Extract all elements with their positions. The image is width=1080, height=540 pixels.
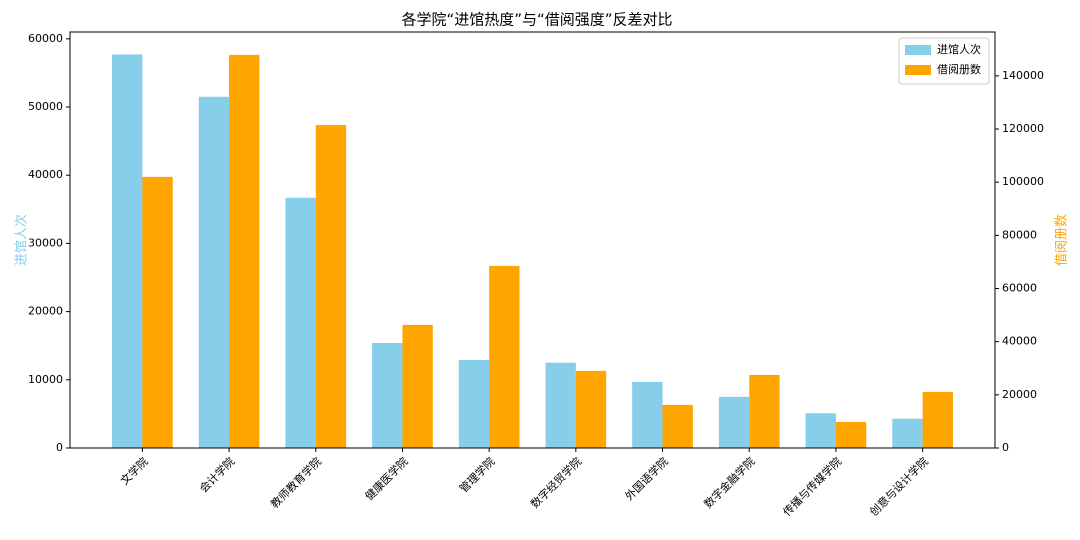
bar (545, 362, 576, 448)
legend-label: 借阅册数 (937, 63, 981, 76)
legend-swatch (905, 45, 931, 55)
bar (372, 342, 403, 448)
bar (892, 418, 923, 448)
y2-tick-label: 140000 (1002, 69, 1044, 82)
x-tick-label: 文学院 (117, 454, 150, 487)
x-tick-label: 健康医学院 (362, 454, 411, 503)
bar (922, 391, 953, 448)
y2-tick-label: 80000 (1002, 228, 1037, 241)
x-tick-label: 外国语学院 (622, 454, 671, 503)
x-tick-label: 数字金融学院 (701, 454, 758, 511)
y-tick-label: 40000 (28, 168, 63, 181)
y2-tick-label: 20000 (1002, 388, 1037, 401)
x-tick-label: 教师教育学院 (267, 454, 324, 511)
bar (229, 54, 260, 448)
x-tick-label: 创意与设计学院 (867, 454, 931, 518)
y-tick-label: 60000 (28, 32, 63, 45)
y2-tick-label: 0 (1002, 441, 1009, 454)
bar (285, 197, 316, 448)
y2-tick-label: 40000 (1002, 335, 1037, 348)
y2-axis-label: 借阅册数 (1055, 214, 1070, 266)
bar (489, 265, 520, 448)
x-tick-label: 会计学院 (196, 454, 237, 495)
y2-tick-label: 60000 (1002, 282, 1037, 295)
bar (142, 176, 173, 448)
x-tick-label: 数字经贸学院 (528, 454, 585, 511)
legend-swatch (905, 65, 931, 75)
chart-title: 各学院“进馆热度”与“借阅强度”反差对比 (401, 11, 672, 29)
bar (632, 381, 663, 448)
y-tick-label: 0 (56, 441, 63, 454)
plot-frame (69, 31, 996, 449)
bar (805, 413, 836, 448)
y2-tick-label: 100000 (1002, 175, 1044, 188)
bar (718, 396, 750, 448)
y2-tick-label: 120000 (1002, 122, 1044, 135)
bar (575, 370, 607, 448)
bar (662, 404, 693, 448)
y-tick-label: 50000 (28, 100, 63, 113)
bar (112, 54, 143, 449)
bar (402, 324, 433, 448)
x-tick-label: 传播与传媒学院 (780, 454, 844, 518)
y-tick-label: 20000 (28, 305, 63, 318)
bar (198, 96, 230, 448)
bar (835, 421, 867, 448)
y-tick-label: 30000 (28, 236, 63, 249)
bar (458, 360, 490, 448)
legend-label: 进馆人次 (937, 42, 981, 56)
bar (749, 374, 780, 448)
bar (315, 125, 347, 448)
y-tick-label: 10000 (28, 373, 63, 386)
x-tick-label: 管理学院 (456, 454, 497, 495)
y-axis-label: 进馆人次 (14, 214, 30, 266)
